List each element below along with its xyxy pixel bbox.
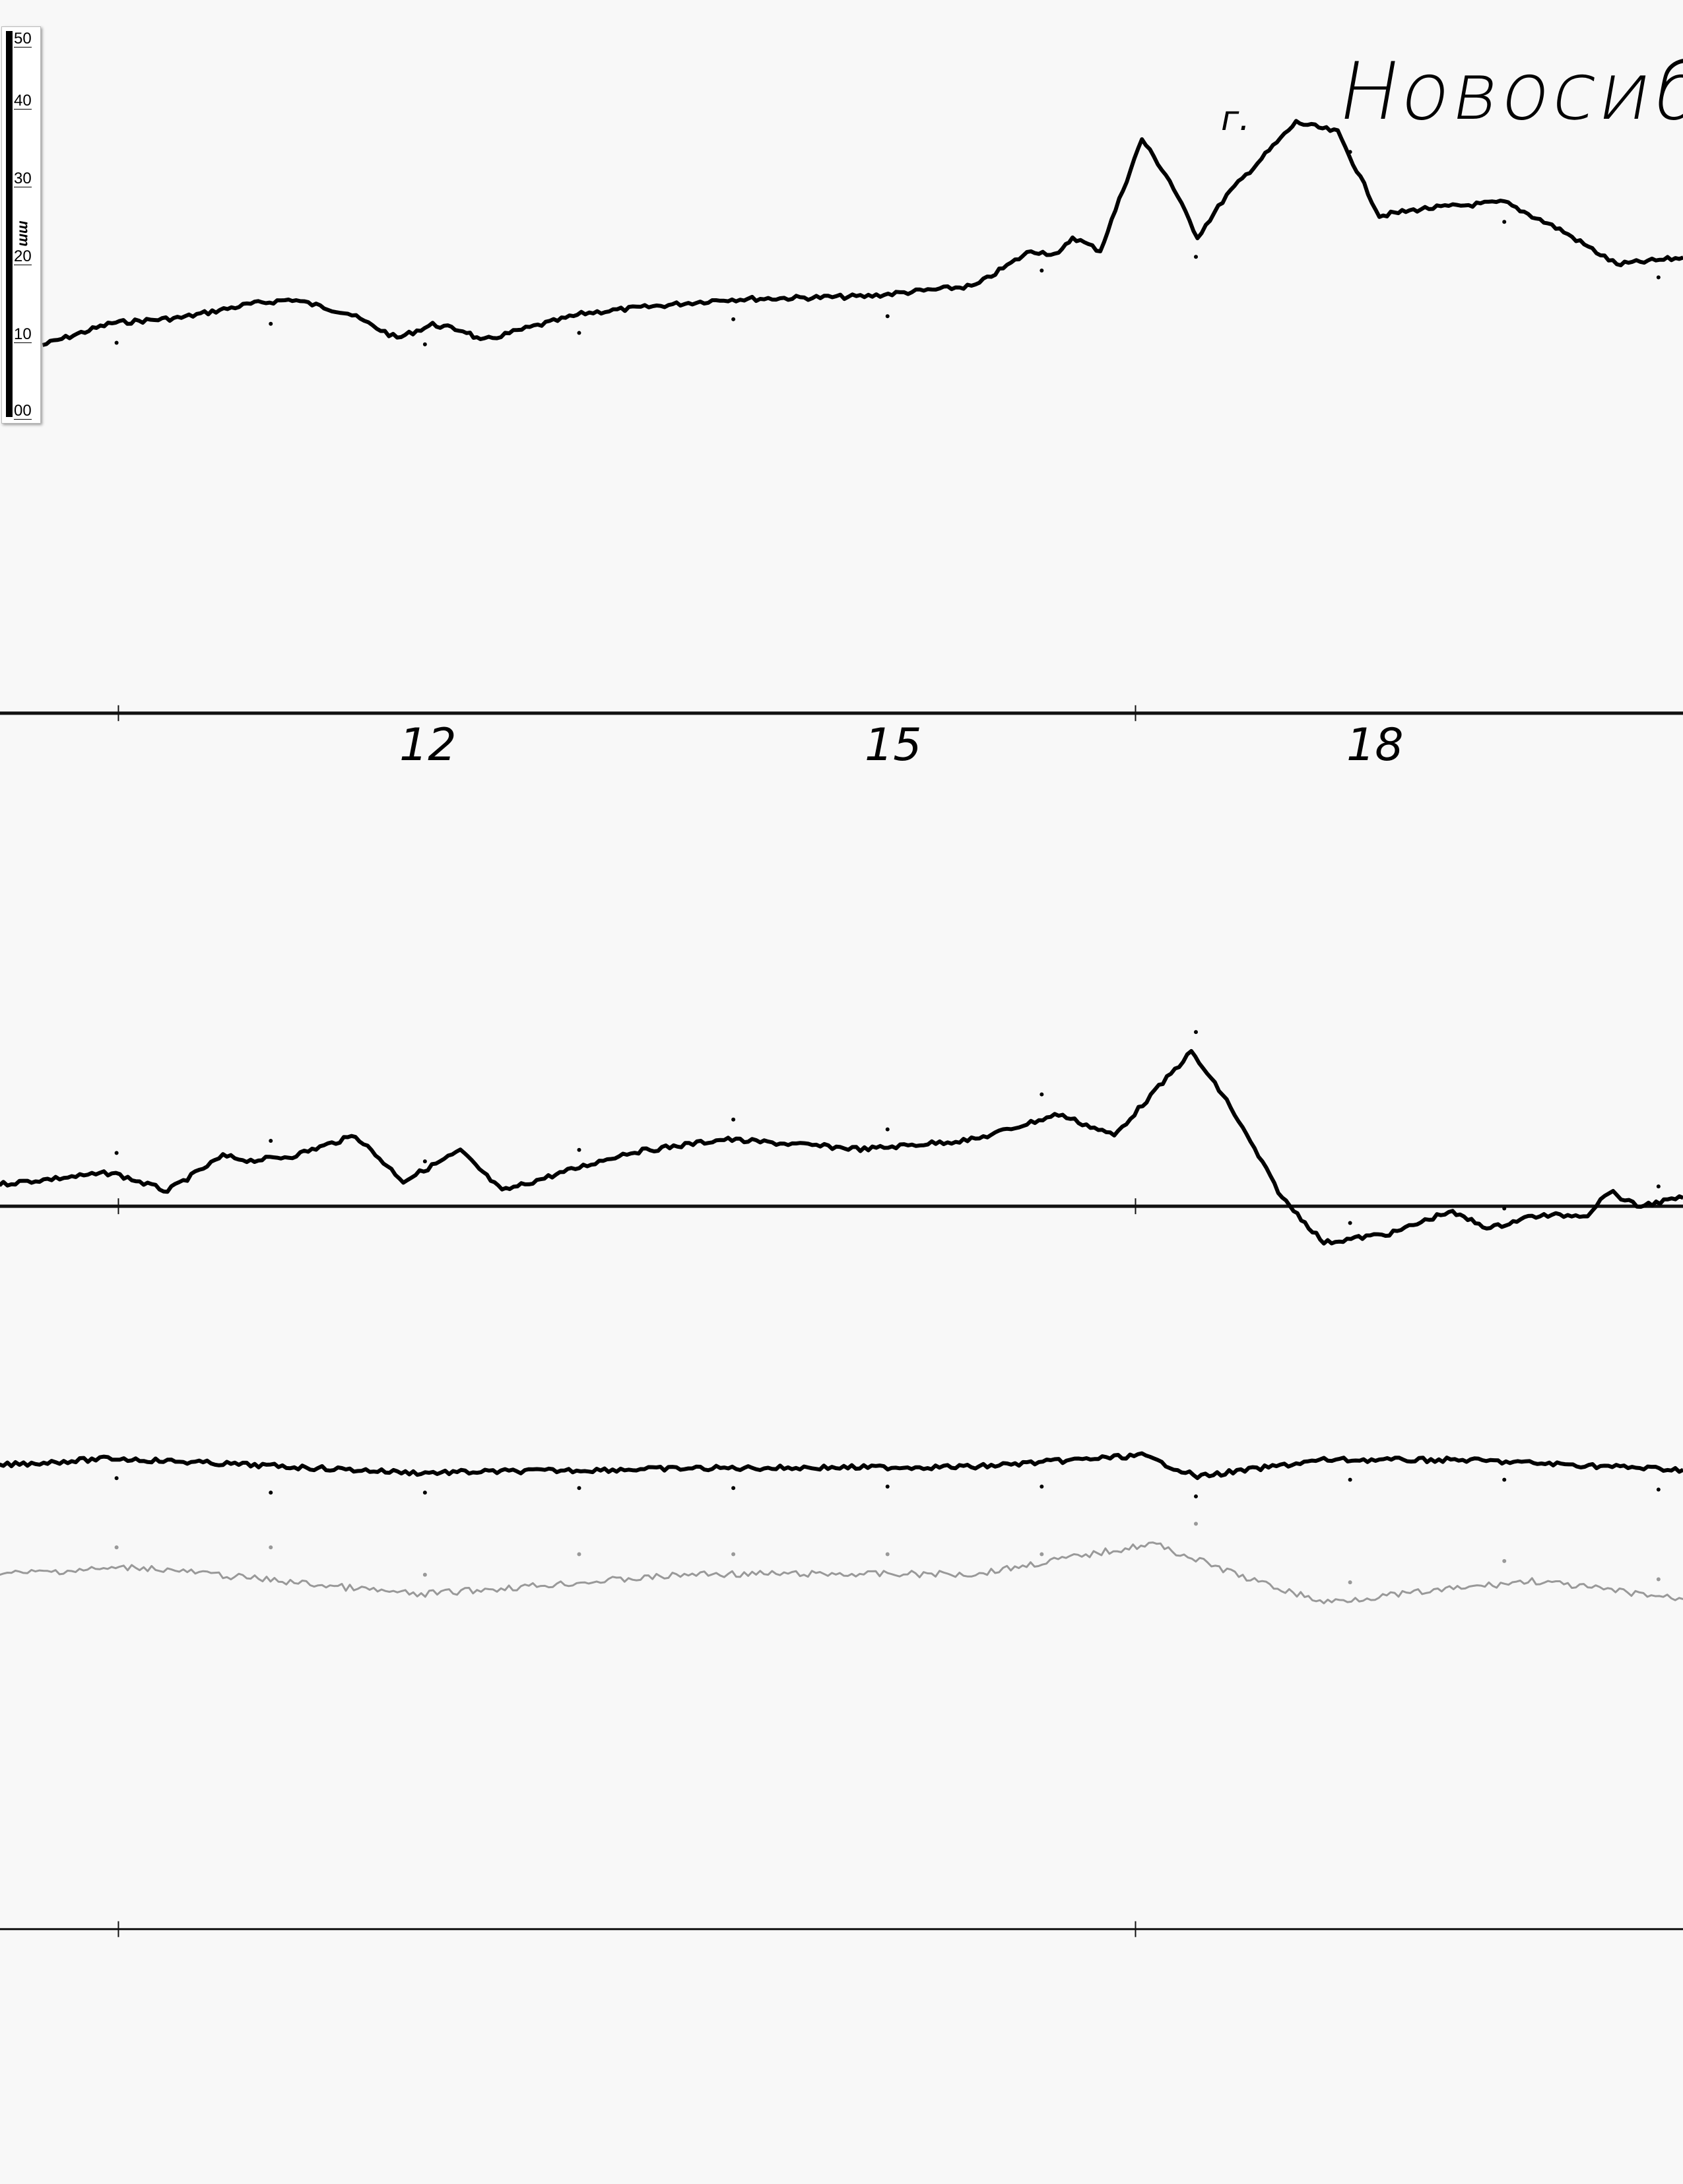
ruler-unit: mm (16, 220, 33, 247)
time-mark (114, 1151, 119, 1155)
hour-label-12: 12 (399, 719, 457, 771)
time-mark (731, 1552, 736, 1557)
title-prefix: г. (1221, 99, 1250, 139)
time-mark (577, 1552, 581, 1557)
time-mark (269, 321, 273, 326)
ruler-tick: 30 (14, 170, 32, 187)
time-mark (422, 342, 427, 346)
trace-2 (0, 1048, 1683, 1246)
trace-1 (42, 119, 1683, 347)
hour-label-15: 15 (865, 719, 922, 771)
time-mark (1348, 1477, 1352, 1482)
time-mark (577, 1147, 581, 1152)
time-mark (1502, 1206, 1507, 1211)
time-mark (1040, 1552, 1044, 1557)
time-mark (1193, 255, 1198, 259)
time-mark (731, 1486, 736, 1491)
time-mark (1656, 275, 1661, 280)
time-mark (114, 340, 119, 345)
time-mark (885, 314, 890, 319)
time-mark (885, 1552, 890, 1557)
time-mark (1656, 1184, 1661, 1189)
ruler-tick: 40 (14, 92, 32, 110)
time-mark (422, 1491, 427, 1495)
time-mark (1348, 1221, 1352, 1225)
time-mark (1193, 1522, 1198, 1526)
time-mark (577, 331, 581, 335)
time-mark (269, 1491, 273, 1495)
time-mark (1040, 1092, 1044, 1097)
time-mark (1348, 1580, 1352, 1585)
time-mark (577, 1486, 581, 1491)
ruler-tick: 00 (14, 402, 32, 420)
time-mark (1502, 1558, 1507, 1563)
hour-label-18: 18 (1346, 719, 1404, 771)
time-mark (269, 1138, 273, 1143)
time-mark (1348, 150, 1352, 154)
time-mark (1193, 1494, 1198, 1498)
time-mark (731, 317, 736, 321)
time-mark (114, 1545, 119, 1550)
time-mark (885, 1127, 890, 1132)
time-mark (114, 1476, 119, 1481)
time-mark (731, 1117, 736, 1122)
trace-3 (0, 1451, 1683, 1481)
mm-ruler: 50 40 30 20 10 00 mm (1, 26, 41, 424)
time-mark (1656, 1487, 1661, 1492)
time-mark (1040, 269, 1044, 273)
ruler-tick: 10 (14, 325, 32, 343)
ruler-tick: 50 (14, 30, 32, 48)
time-mark (422, 1572, 427, 1577)
ruler-tick: 20 (14, 247, 32, 265)
time-mark (269, 1545, 273, 1550)
time-mark (1502, 220, 1507, 224)
station-title: Новосиби (1331, 46, 1683, 138)
time-mark (1656, 1577, 1661, 1582)
time-mark (1502, 1477, 1507, 1482)
time-mark (885, 1484, 890, 1489)
ruler-bar (6, 31, 13, 417)
time-mark (1193, 1030, 1198, 1035)
trace-4 (0, 1541, 1683, 1605)
time-mark (1040, 1484, 1044, 1489)
time-mark (422, 1159, 427, 1164)
